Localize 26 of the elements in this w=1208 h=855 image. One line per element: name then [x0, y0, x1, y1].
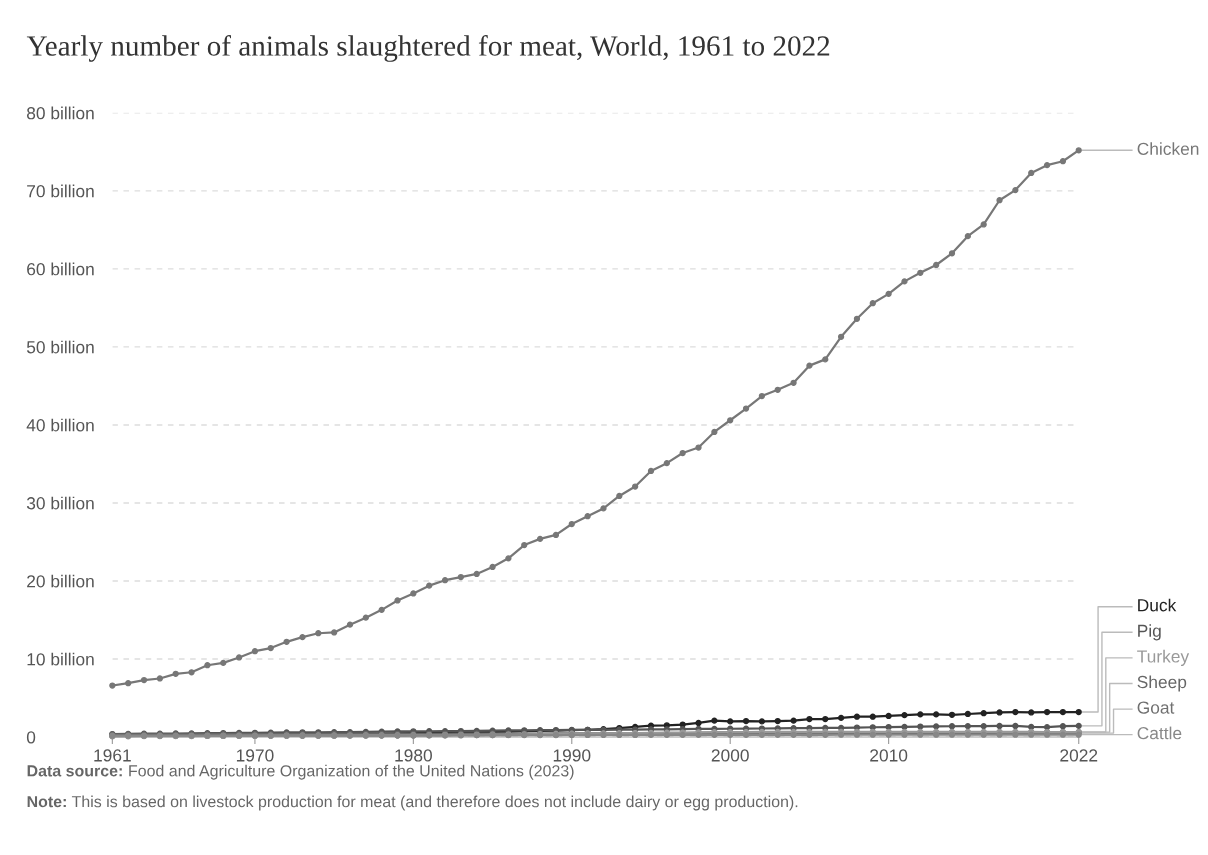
y-tick-label: 10 billion [27, 652, 94, 666]
y-tick-label: 40 billion [26, 418, 94, 432]
x-tick-label: 1970 [236, 749, 274, 762]
y-tick-label: 80 billion [26, 106, 94, 120]
y-tick-label: 50 billion [26, 340, 94, 354]
text: Chicken [1137, 142, 1199, 155]
y-tick-label: 70 billion [27, 184, 94, 198]
x-tick-label: 1980 [395, 749, 432, 762]
x-tick-label: 2022 [1060, 749, 1098, 762]
y-tick-label: 20 billion [27, 574, 94, 588]
text: Sheep [1137, 675, 1187, 692]
text: Duck [1138, 598, 1177, 612]
text: Note: This is based on livestock production for meat (and therefore does not include dairy or egg production). [27, 795, 798, 811]
text: Goat [1137, 701, 1175, 714]
x-tick-label: 2010 [870, 749, 908, 762]
text: Turkey [1137, 649, 1190, 666]
chart-title: Yearly number of animals slaughtered for meat, World, 1961 to 2022 [26, 35, 830, 62]
x-tick-label: 1990 [553, 749, 591, 762]
source-note: Data source: Food and Agriculture Organization of the United Nations (2023) [27, 764, 574, 780]
y-tick-label: 60 billion [27, 262, 94, 276]
text: Pig [1138, 624, 1161, 641]
x-tick-label: 1961 [94, 749, 131, 762]
y-tick-label: 30 billion [26, 496, 94, 510]
y-tick-label: 0 [26, 731, 36, 744]
text: Cattle [1137, 726, 1182, 740]
x-tick-label: 2000 [711, 749, 749, 762]
